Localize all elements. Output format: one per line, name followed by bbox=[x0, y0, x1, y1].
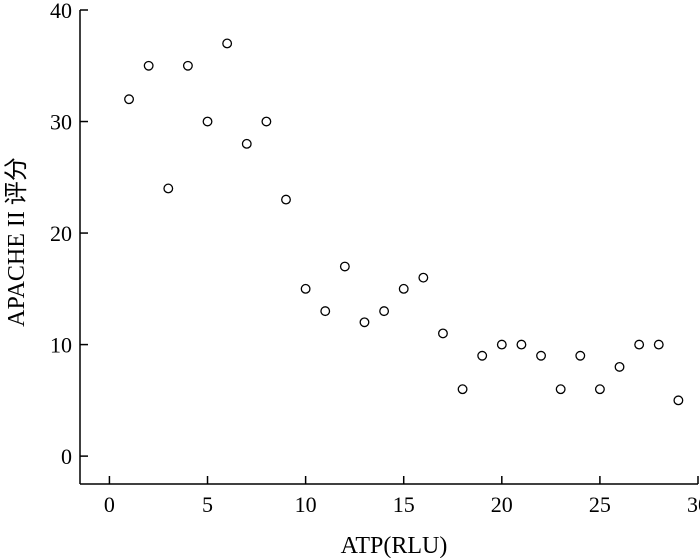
x-tick-label: 0 bbox=[104, 492, 115, 517]
data-point bbox=[241, 138, 252, 149]
y-tick-label: 0 bbox=[61, 444, 72, 469]
x-tick-label: 10 bbox=[295, 492, 317, 517]
y-tick-label: 40 bbox=[50, 0, 72, 23]
data-point bbox=[516, 339, 527, 350]
x-tick-label: 25 bbox=[589, 492, 611, 517]
data-point bbox=[379, 306, 390, 317]
data-point bbox=[634, 339, 645, 350]
y-tick-label: 20 bbox=[50, 221, 72, 246]
data-point bbox=[614, 361, 625, 372]
data-point bbox=[202, 116, 213, 127]
data-point bbox=[222, 38, 233, 49]
data-point bbox=[575, 350, 586, 361]
data-point bbox=[261, 116, 272, 127]
data-point bbox=[182, 60, 193, 71]
data-point bbox=[457, 384, 468, 395]
data-point bbox=[163, 183, 174, 194]
data-point bbox=[673, 395, 684, 406]
y-axis: 0 10 20 30 40 bbox=[50, 0, 88, 484]
data-point bbox=[418, 272, 429, 283]
x-tick-label: 5 bbox=[202, 492, 213, 517]
data-point bbox=[496, 339, 507, 350]
data-point bbox=[281, 194, 291, 205]
data-point bbox=[536, 350, 546, 361]
data-point bbox=[320, 306, 331, 317]
data-point bbox=[359, 317, 370, 328]
y-tick-label: 30 bbox=[50, 110, 72, 135]
data-point bbox=[653, 339, 664, 350]
data-point bbox=[339, 261, 350, 272]
x-tick-label: 20 bbox=[491, 492, 513, 517]
x-tick-label: 15 bbox=[393, 492, 415, 517]
data-point bbox=[555, 384, 566, 395]
data-point bbox=[594, 384, 605, 395]
data-point bbox=[438, 328, 448, 339]
x-tick-label: 30 bbox=[687, 492, 700, 517]
data-point bbox=[398, 283, 409, 294]
y-tick-label: 10 bbox=[50, 333, 72, 358]
data-points bbox=[124, 38, 684, 406]
x-axis: 0 5 10 15 20 25 30 bbox=[80, 476, 700, 517]
data-point bbox=[143, 60, 154, 71]
data-point bbox=[300, 283, 311, 294]
data-point bbox=[124, 94, 134, 105]
y-axis-title: APACHE II 评分 bbox=[3, 157, 30, 327]
x-axis-title: ATP(RLU) bbox=[341, 533, 448, 558]
data-point bbox=[477, 350, 488, 361]
